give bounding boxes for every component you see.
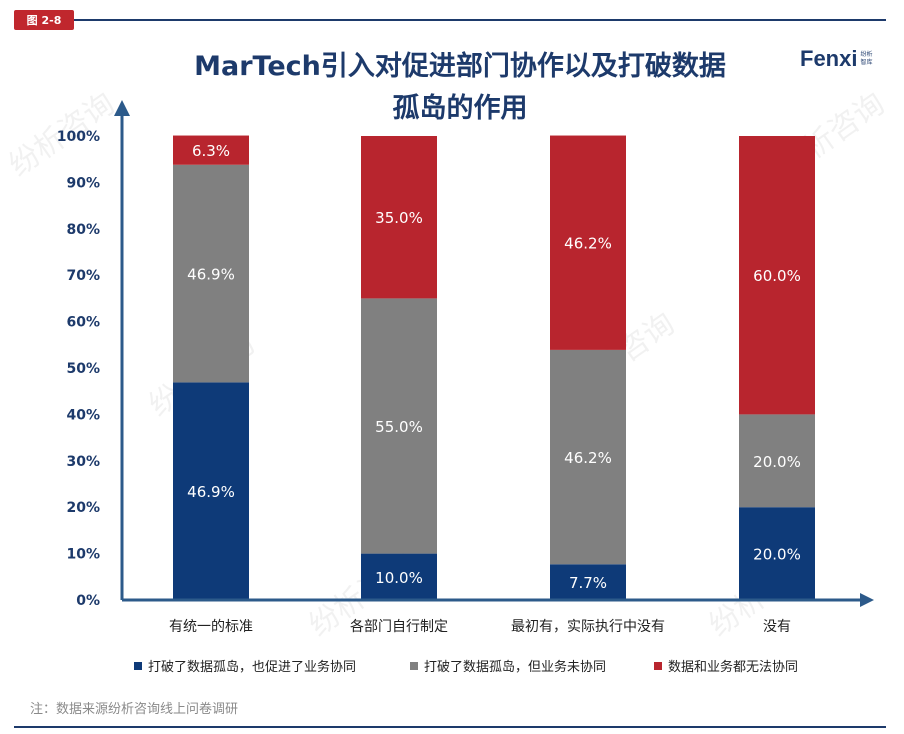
source-note: 注：数据来源纷析咨询线上问卷调研	[30, 702, 239, 717]
legend-label-series1: 打破了数据孤岛，也促进了业务协同	[148, 660, 357, 675]
logo-sub: 纷析智库	[860, 51, 873, 66]
legend-swatch-series3	[654, 661, 662, 670]
data-label: 55.0%	[375, 418, 423, 436]
y-tick-label: 50%	[66, 361, 100, 377]
legend-swatch-series2	[410, 661, 418, 670]
bar-segment	[739, 507, 815, 600]
y-tick-label: 10%	[66, 547, 100, 563]
data-label: 7.7%	[569, 574, 607, 592]
brand-logo: Fenxi 纷析智库	[800, 46, 874, 72]
logo-brand: Fenxi	[800, 46, 858, 71]
y-tick-label: 20%	[66, 500, 100, 516]
bar-segment	[173, 382, 249, 600]
legend-item-series3: 数据和业务都无法协同	[654, 656, 798, 675]
bar-segment	[550, 135, 626, 350]
data-label: 60.0%	[753, 267, 801, 285]
legend: 打破了数据孤岛，也促进了业务协同 打破了数据孤岛，但业务未协同 数据和业务都无法…	[0, 656, 904, 676]
bar-segment	[739, 136, 815, 415]
chart-title: MarTech引入对促进部门协作以及打破数据 孤岛的作用	[160, 46, 760, 130]
data-label: 46.9%	[187, 266, 235, 284]
legend-item-series1: 打破了数据孤岛，也促进了业务协同	[134, 656, 356, 675]
x-tick-label: 最初有，实际执行中没有	[511, 618, 665, 635]
bar-segment	[173, 135, 249, 165]
y-tick-label: 70%	[66, 268, 100, 284]
bar-segment	[739, 414, 815, 508]
top-rule	[74, 19, 886, 21]
bar-segment	[550, 564, 626, 600]
title-line-1: MarTech引入对促进部门协作以及打破数据	[194, 51, 726, 82]
y-tick-label: 60%	[66, 315, 100, 331]
x-axis-arrow	[860, 593, 874, 607]
data-label: 20.0%	[753, 453, 801, 471]
data-label: 6.3%	[192, 142, 230, 160]
legend-label-series3: 数据和业务都无法协同	[668, 660, 799, 675]
bar-segment	[173, 164, 249, 383]
y-axis-arrow	[114, 100, 130, 116]
bar-segment	[361, 298, 437, 554]
bar-segment	[550, 349, 626, 565]
data-label: 20.0%	[753, 546, 801, 564]
figure-label: 图 2-8	[14, 10, 74, 30]
legend-item-series2: 打破了数据孤岛，但业务未协同	[410, 656, 606, 675]
legend-swatch-series1	[134, 661, 142, 670]
bar-segment	[361, 553, 437, 600]
x-tick-label: 各部门自行制定	[350, 619, 448, 635]
data-label: 10.0%	[375, 569, 423, 587]
bar-segment	[361, 136, 437, 299]
y-tick-label: 90%	[66, 175, 100, 191]
data-label: 46.2%	[564, 449, 612, 467]
y-tick-label: 80%	[66, 222, 100, 238]
title-line-2: 孤岛的作用	[392, 93, 528, 124]
data-label: 46.2%	[564, 235, 612, 253]
data-label: 35.0%	[375, 209, 423, 227]
x-tick-label: 有统一的标准	[169, 619, 253, 635]
y-tick-label: 40%	[66, 407, 100, 423]
y-tick-label: 30%	[66, 454, 100, 470]
bottom-rule	[14, 726, 886, 728]
y-tick-label: 0%	[76, 593, 100, 609]
data-label: 46.9%	[187, 483, 235, 501]
y-tick-label: 100%	[57, 129, 100, 145]
x-tick-label: 没有	[763, 619, 791, 635]
legend-label-series2: 打破了数据孤岛，但业务未协同	[424, 660, 607, 675]
